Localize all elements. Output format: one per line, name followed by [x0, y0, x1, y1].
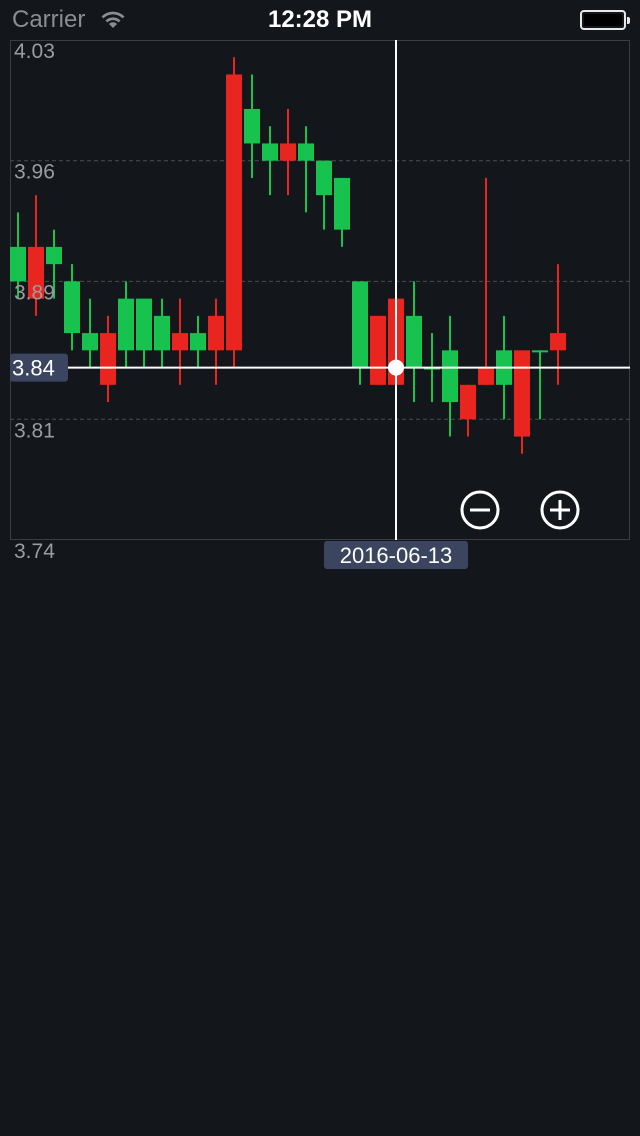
candle	[460, 384, 476, 437]
crosshair-date-label: 2016-06-13	[340, 543, 453, 568]
candle-body	[46, 246, 62, 265]
candle-body	[208, 315, 224, 351]
candle	[190, 315, 206, 368]
candle-body	[532, 350, 548, 353]
candle	[28, 195, 44, 316]
candle-body	[460, 384, 476, 420]
candle-body	[190, 333, 206, 351]
clock: 12:28 PM	[267, 6, 373, 33]
candle-body	[550, 333, 566, 351]
candle	[100, 315, 116, 403]
y-tick-label: 3.74	[14, 540, 55, 563]
candle-body	[514, 350, 530, 437]
candle	[244, 74, 260, 178]
candle	[514, 350, 530, 454]
candle	[82, 298, 98, 368]
status-bar: Carrier 12:28 PM	[0, 0, 640, 40]
crosshair-price-label: 3.84	[12, 356, 55, 381]
candle-body	[136, 298, 152, 351]
candle	[208, 298, 224, 385]
candle	[550, 264, 566, 385]
candle-body	[172, 333, 188, 351]
candle	[280, 108, 296, 196]
candle	[298, 126, 314, 213]
candle-body	[28, 246, 44, 299]
candle-body	[298, 143, 314, 161]
plus-circle-icon	[540, 490, 580, 530]
candle	[46, 229, 62, 299]
y-tick-label: 3.89	[14, 281, 55, 304]
candle-body	[370, 315, 386, 385]
candle	[154, 298, 170, 368]
candle-body	[442, 350, 458, 403]
candle-body	[316, 160, 332, 196]
candle-body	[10, 246, 26, 282]
crosshair-point[interactable]	[388, 359, 404, 376]
candle-body	[82, 333, 98, 351]
candle-body	[100, 333, 116, 385]
candle	[10, 212, 26, 299]
wifi-icon	[101, 11, 125, 28]
y-tick-label: 3.81	[14, 419, 55, 442]
candle-body	[262, 143, 278, 161]
candle-body	[280, 143, 296, 161]
candle-body	[478, 367, 494, 385]
zoom-out-button[interactable]	[460, 490, 500, 530]
candle-body	[352, 281, 368, 368]
candle-body	[154, 315, 170, 351]
candle	[226, 57, 242, 368]
candle	[532, 350, 548, 420]
candle	[136, 298, 152, 368]
candle	[118, 281, 134, 368]
crosshair[interactable]: 3.84 2016-06-13	[10, 40, 630, 569]
crosshair-date-badge	[324, 541, 468, 569]
battery-icon	[580, 10, 630, 30]
candle-body	[334, 177, 350, 230]
y-tick-label: 3.96	[14, 161, 55, 184]
plot-frame	[10, 40, 630, 540]
candle	[442, 315, 458, 437]
candlestick-chart[interactable]: 4.03 3.96 3.89 3.81 3.74 3.84 2016-06-13	[0, 0, 640, 580]
candle	[262, 126, 278, 196]
y-tick-label: 4.03	[14, 40, 55, 63]
crosshair-price-badge	[10, 353, 68, 382]
candle-body	[406, 315, 422, 368]
candles	[10, 57, 566, 454]
candle-body	[118, 298, 134, 351]
candle	[64, 264, 80, 351]
candle	[370, 315, 386, 385]
candle-body	[244, 108, 260, 144]
candle	[334, 177, 350, 247]
candle-body	[64, 281, 80, 334]
candle	[172, 298, 188, 385]
minus-circle-icon	[460, 490, 500, 530]
candle	[352, 281, 368, 385]
carrier-label: Carrier	[12, 6, 86, 33]
candle	[316, 160, 332, 230]
candle	[406, 281, 422, 403]
candle-body	[226, 74, 242, 351]
candle	[478, 177, 494, 385]
y-axis-ticks: 4.03 3.96 3.89 3.81 3.74	[14, 40, 55, 563]
zoom-in-button[interactable]	[540, 490, 580, 530]
